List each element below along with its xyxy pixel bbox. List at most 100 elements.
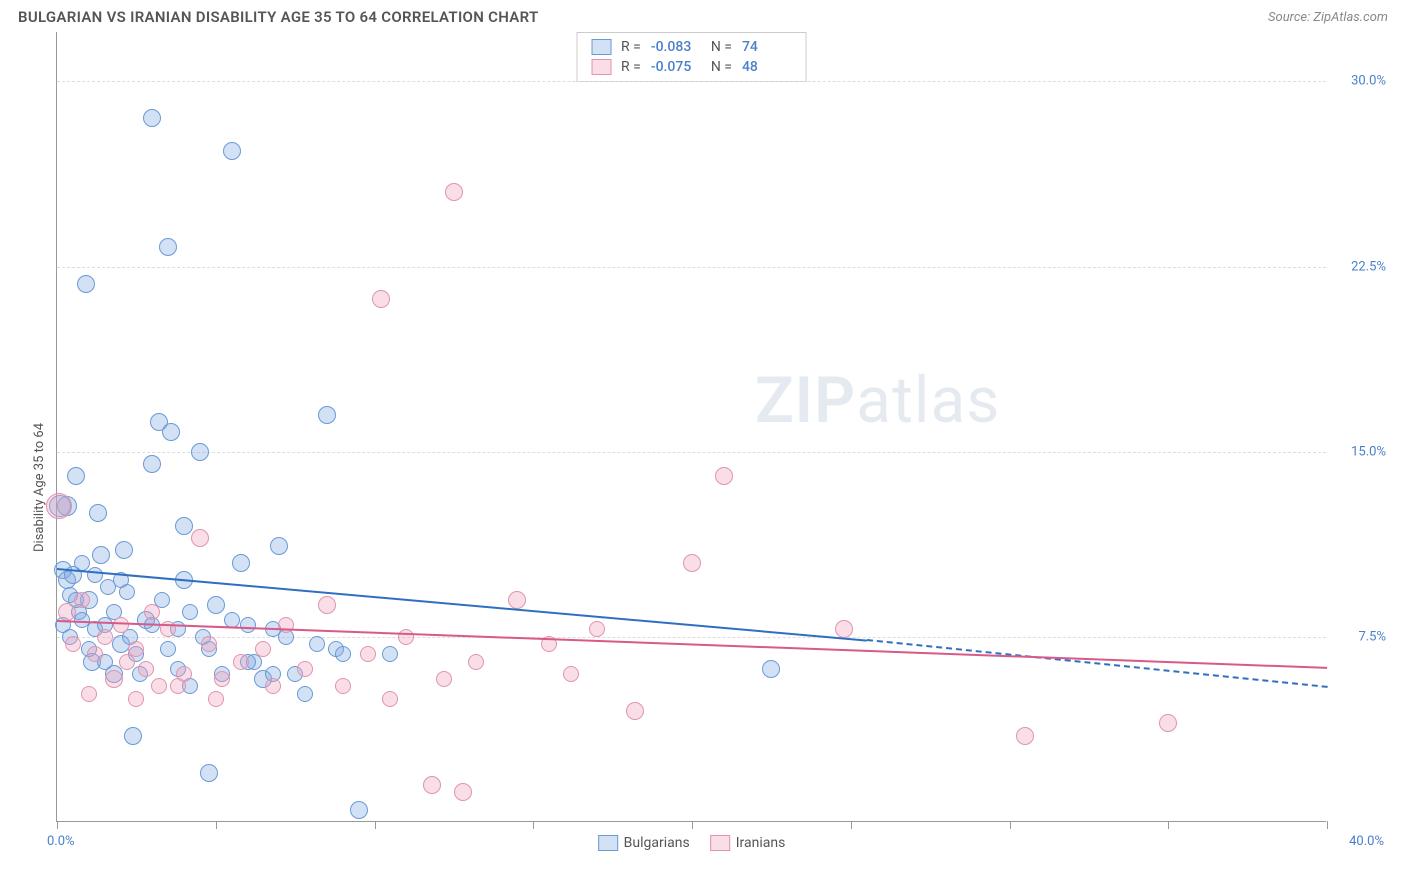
scatter-point [240, 617, 256, 633]
watermark-bold: ZIP [755, 363, 856, 438]
scatter-point [589, 621, 605, 637]
y-tick-label: 30.0% [1331, 74, 1386, 89]
scatter-point [350, 801, 368, 819]
grid-line [57, 267, 1326, 268]
r-value-1: -0.083 [651, 39, 701, 55]
scatter-point [77, 275, 95, 293]
scatter-point [67, 467, 85, 485]
scatter-point [97, 629, 113, 645]
grid-line [57, 637, 1326, 638]
scatter-point [151, 678, 167, 694]
legend-swatch-2 [591, 59, 611, 75]
stats-row-2: R = -0.075 N = 48 [591, 57, 792, 77]
legend-swatch-bottom-2 [710, 835, 730, 851]
scatter-point [46, 493, 72, 519]
x-tick [533, 821, 534, 829]
scatter-point [1016, 727, 1034, 745]
n-label-2: N = [711, 59, 732, 75]
r-label-1: R = [621, 39, 641, 55]
y-tick-label: 7.5% [1331, 629, 1386, 644]
scatter-point [128, 691, 144, 707]
scatter-point [92, 546, 110, 564]
scatter-point [58, 603, 76, 621]
watermark-light: atlas [856, 363, 1000, 438]
scatter-point [398, 629, 414, 645]
scatter-point [382, 691, 398, 707]
scatter-point [182, 604, 198, 620]
scatter-point [762, 660, 780, 678]
scatter-point [223, 142, 241, 160]
scatter-point [115, 541, 133, 559]
scatter-point [128, 641, 144, 657]
scatter-point [318, 406, 336, 424]
legend-swatch-1 [591, 39, 611, 55]
scatter-point [683, 554, 701, 572]
scatter-point [124, 727, 142, 745]
scatter-point [144, 604, 160, 620]
x-tick [1327, 821, 1328, 829]
scatter-point [81, 686, 97, 702]
scatter-point [508, 591, 526, 609]
scatter-point [265, 678, 281, 694]
scatter-point [162, 423, 180, 441]
scatter-point [297, 686, 313, 702]
r-label-2: R = [621, 59, 641, 75]
scatter-point [445, 183, 463, 201]
scatter-point [454, 783, 472, 801]
x-axis-min-label: 0.0% [47, 834, 75, 849]
grid-line [57, 81, 1326, 82]
scatter-point [335, 678, 351, 694]
scatter-point [200, 764, 218, 782]
scatter-point [208, 691, 224, 707]
scatter-point [255, 641, 271, 657]
scatter-point [74, 592, 90, 608]
legend-label-1: Bulgarians [624, 835, 690, 851]
scatter-point [87, 646, 103, 662]
chart-title: BULGARIAN VS IRANIAN DISABILITY AGE 35 T… [18, 8, 539, 26]
bottom-legend: Bulgarians Iranians [598, 835, 786, 851]
stats-legend-box: R = -0.083 N = 74 R = -0.075 N = 48 [576, 32, 807, 82]
scatter-point [715, 467, 733, 485]
grid-line [57, 452, 1326, 453]
source-attribution: Source: ZipAtlas.com [1268, 10, 1388, 25]
scatter-point [1159, 714, 1177, 732]
x-tick [692, 821, 693, 829]
x-tick [57, 821, 58, 829]
scatter-point [105, 670, 123, 688]
n-value-1: 74 [742, 39, 792, 55]
scatter-point [468, 654, 484, 670]
scatter-point [191, 529, 209, 547]
scatter-point [232, 554, 250, 572]
plot-area: ZIPatlas R = -0.083 N = 74 R = -0.075 N … [56, 32, 1326, 822]
scatter-point [297, 661, 313, 677]
scatter-point [160, 641, 176, 657]
scatter-point [423, 776, 441, 794]
x-tick [375, 821, 376, 829]
x-tick [1010, 821, 1011, 829]
scatter-point [626, 702, 644, 720]
y-tick-label: 15.0% [1331, 444, 1386, 459]
scatter-point [436, 671, 452, 687]
scatter-point [309, 636, 325, 652]
stats-row-1: R = -0.083 N = 74 [591, 37, 792, 57]
x-tick [851, 821, 852, 829]
scatter-point [143, 109, 161, 127]
scatter-point [159, 238, 177, 256]
y-tick-label: 22.5% [1331, 259, 1386, 274]
legend-label-2: Iranians [736, 835, 786, 851]
scatter-point [87, 567, 103, 583]
r-value-2: -0.075 [651, 59, 701, 75]
x-tick [216, 821, 217, 829]
legend-item-2: Iranians [710, 835, 786, 851]
scatter-point [191, 443, 209, 461]
scatter-point [89, 504, 107, 522]
x-axis-max-label: 40.0% [1349, 834, 1384, 849]
scatter-point [201, 636, 217, 652]
scatter-point [372, 290, 390, 308]
scatter-point [207, 596, 225, 614]
n-label-1: N = [711, 39, 732, 55]
scatter-point [360, 646, 376, 662]
scatter-point [74, 612, 90, 628]
scatter-point [74, 555, 90, 571]
y-axis-title: Disability Age 35 to 64 [32, 423, 47, 552]
